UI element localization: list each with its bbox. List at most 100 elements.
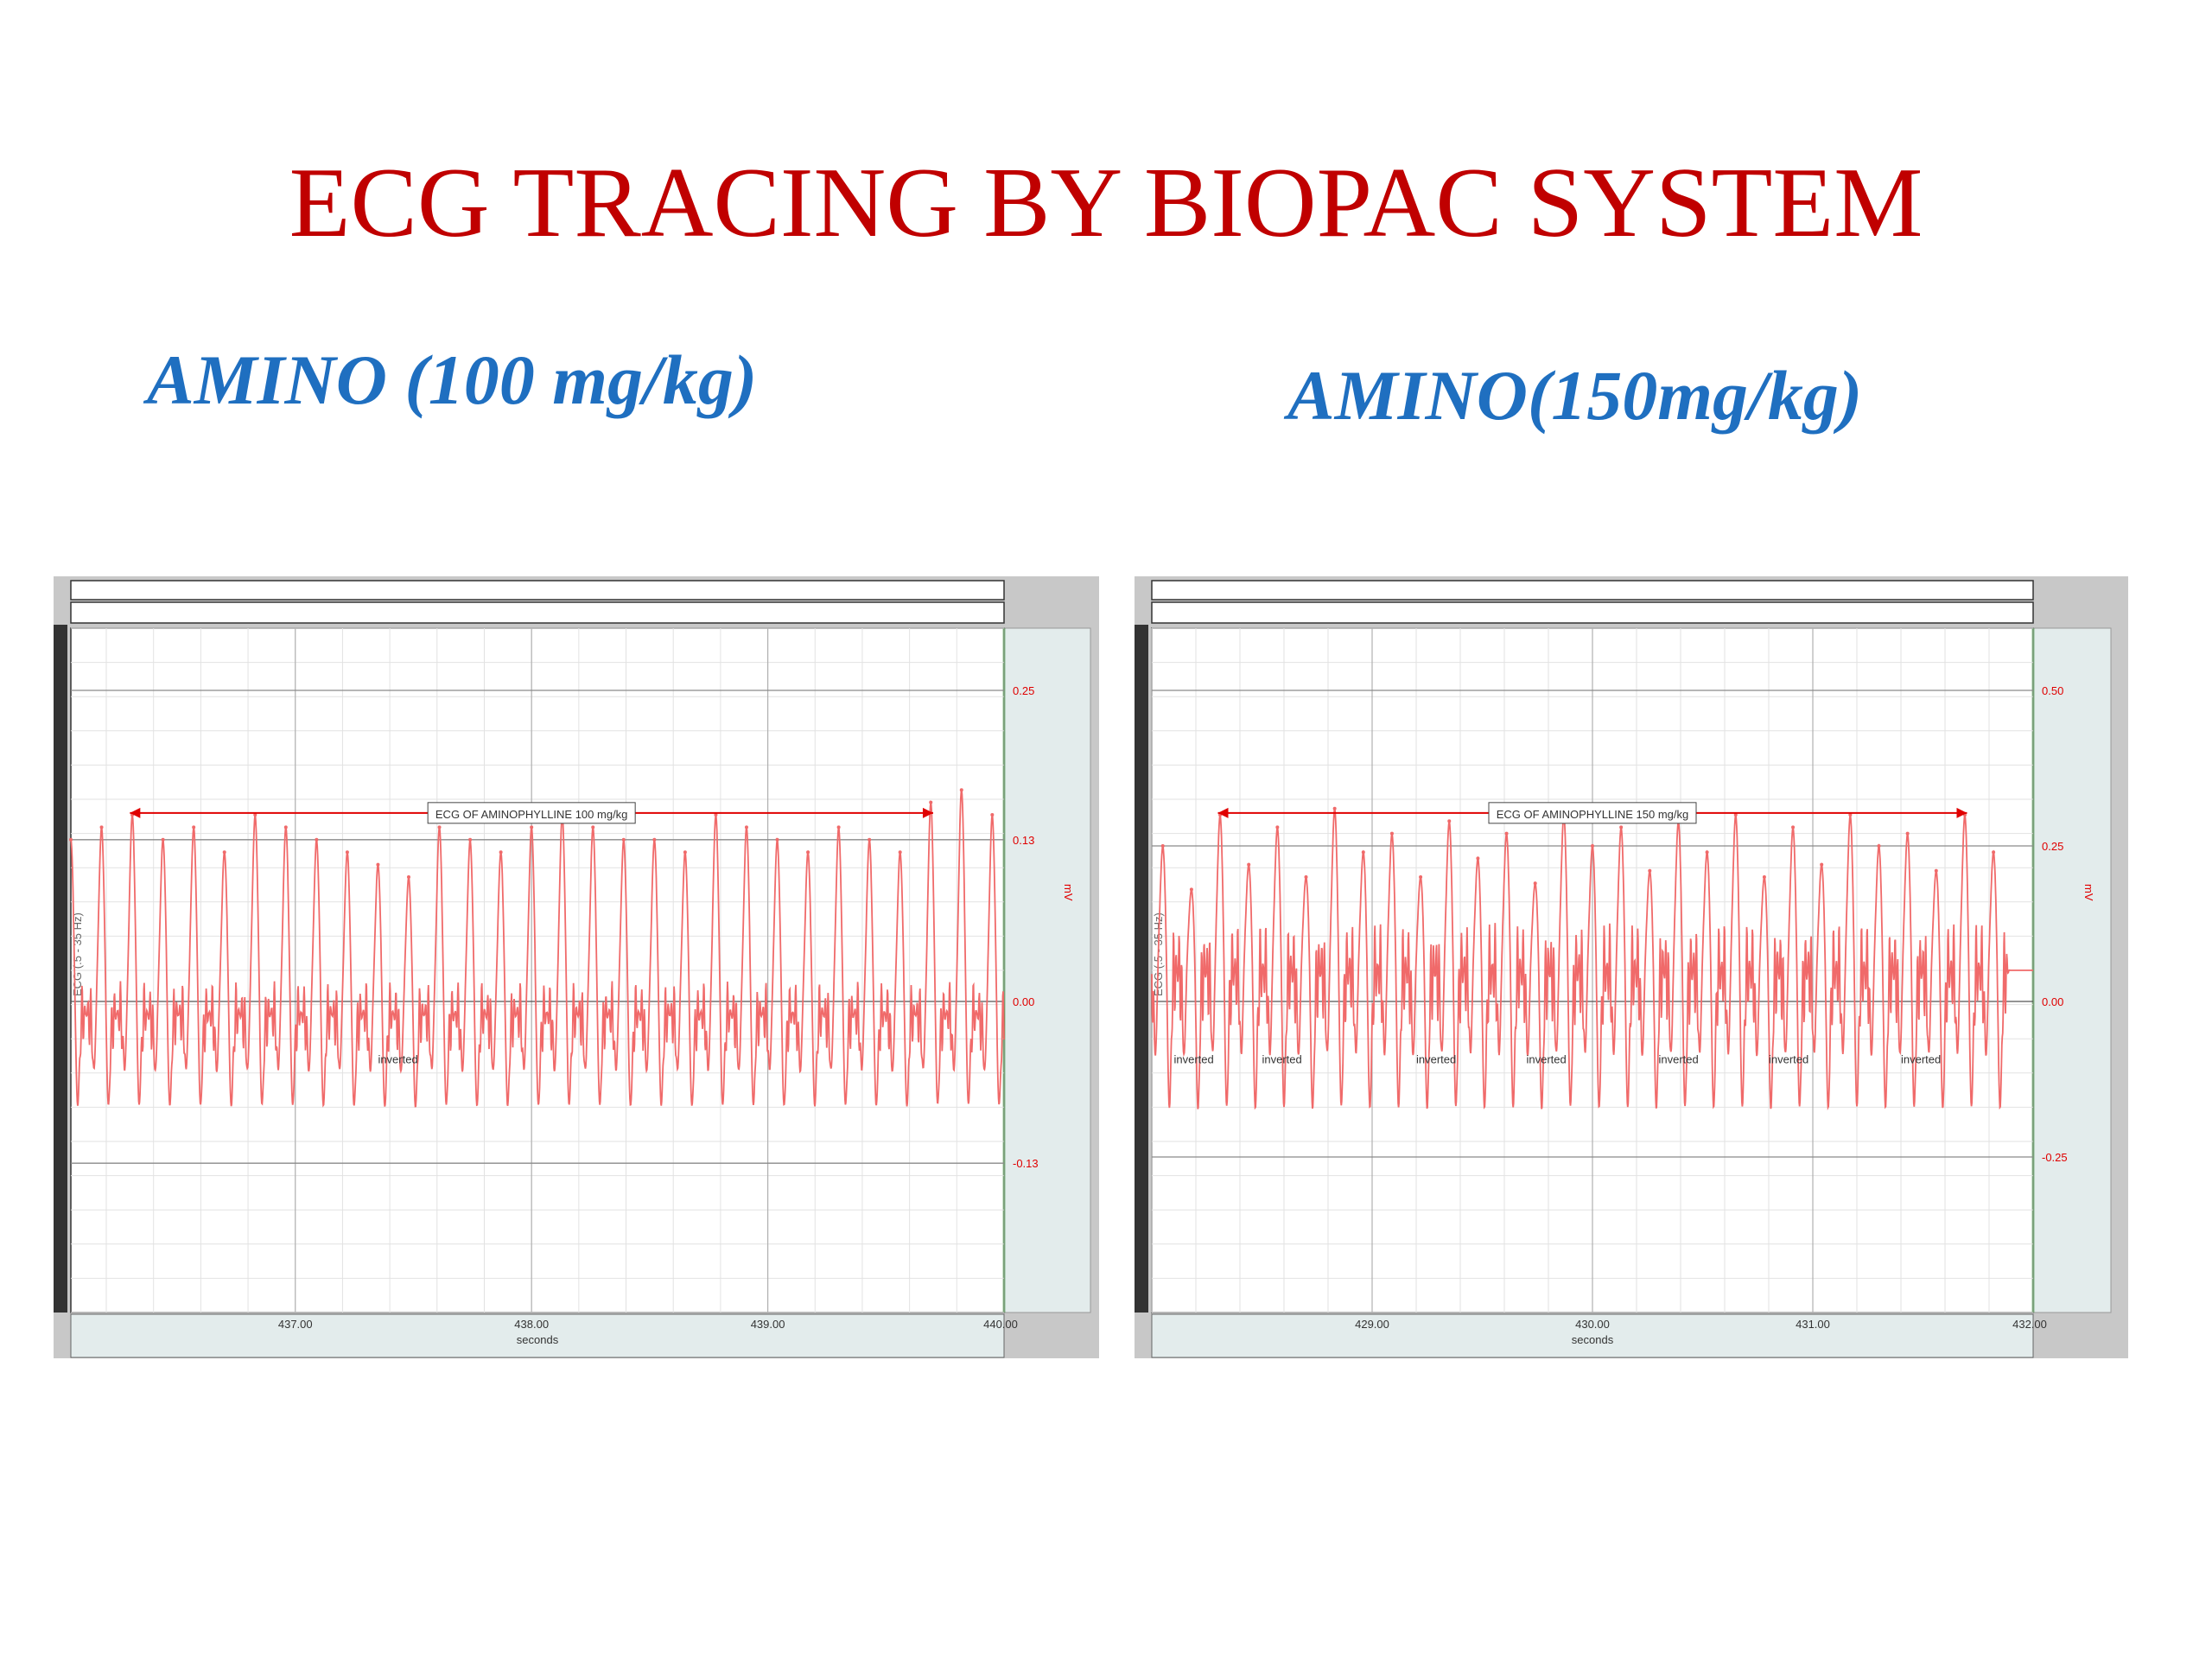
ecg-chart-panel-100: 437.00 438.00 439.00 440.00 seconds 0.25 0.13 0… (54, 576, 1099, 1358)
x-tick-label: 440.00 (983, 1318, 1018, 1331)
inverted-label: inverted (1527, 1052, 1567, 1065)
x-tick-label: 429.00 (1355, 1318, 1389, 1331)
r-peak-point (1247, 862, 1251, 867)
r-peak-point (1304, 875, 1308, 879)
r-peak-point (1820, 862, 1824, 867)
channel-bar (1135, 625, 1148, 1313)
r-peak-point (192, 825, 196, 830)
ecg-chart-100: 437.00 438.00 439.00 440.00 seconds 0.25 0.13 0… (54, 580, 1091, 1358)
y-tick-label: 0.00 (1013, 995, 1034, 1008)
arrow-right-icon (1956, 807, 1967, 818)
r-peak-point (868, 837, 872, 842)
scale-panel (2032, 627, 2112, 1313)
x-tick-label: 439.00 (751, 1318, 785, 1331)
r-peak-point (1591, 844, 1594, 848)
annotation-title-box (1488, 802, 1697, 824)
inverted-label: inverted (1901, 1052, 1941, 1065)
x-axis-label: seconds (1572, 1333, 1614, 1346)
r-peak-point (1419, 875, 1423, 879)
x-tick-label: 437.00 (278, 1318, 313, 1331)
y-axis-label: mV (2082, 884, 2095, 901)
r-peak-point (1504, 831, 1509, 836)
r-peak-point (315, 837, 319, 842)
r-peak-point (1361, 850, 1365, 855)
r-peak-point (437, 825, 442, 830)
y-tick-label: 0.25 (1013, 684, 1034, 697)
r-peak-point (621, 837, 626, 842)
r-peak-point (1275, 825, 1280, 830)
y-tick-label: -0.25 (2042, 1151, 2068, 1164)
header-strip (70, 601, 1005, 624)
r-peak-point (591, 825, 595, 830)
r-peak-point (406, 875, 410, 879)
r-peak-point (1332, 806, 1337, 810)
arrow-right-icon (922, 807, 933, 818)
r-peak-point (1705, 850, 1709, 855)
channel-bar (54, 625, 67, 1313)
r-peak-point (1533, 881, 1537, 886)
ecg-chart-150: 429.00 430.00 431.00 432.00 seconds 0.50 0.25 0… (1135, 580, 2112, 1358)
r-peak-point (161, 837, 165, 842)
r-peak-point (1619, 825, 1624, 830)
annotation-title-box (427, 802, 636, 824)
r-peak-point (959, 788, 963, 792)
r-peak-point (990, 813, 995, 817)
r-peak-point (1877, 844, 1881, 848)
r-peak-point (1733, 813, 1738, 817)
arrow-left-icon (130, 807, 141, 818)
subtitle-amino-100: AMINO (100 mg/kg) (147, 340, 758, 419)
r-peak-point (222, 850, 226, 855)
y-axis-label: mV (1062, 884, 1075, 901)
chart-title: ECG OF AMINOPHYLLINE 150 mg/kg (1497, 808, 1689, 821)
inverted-label: inverted (1659, 1052, 1699, 1065)
r-peak-point (714, 813, 718, 817)
r-peak-point (652, 837, 657, 842)
time-axis-strip (1151, 1313, 2034, 1358)
r-peak-point (929, 800, 933, 804)
r-peak-point (253, 813, 257, 817)
r-peak-point (836, 825, 841, 830)
r-peak-point (99, 825, 104, 830)
r-peak-point (69, 837, 73, 842)
y-tick-label: 0.50 (2042, 684, 2063, 697)
inverted-label: inverted (378, 1052, 417, 1065)
r-peak-point (1791, 825, 1796, 830)
x-axis-label: seconds (517, 1333, 559, 1346)
x-tick-label: 431.00 (1796, 1318, 1830, 1331)
inverted-label: inverted (1262, 1052, 1302, 1065)
header-strip (1151, 580, 2034, 601)
r-peak-point (898, 850, 902, 855)
r-peak-point (1762, 875, 1766, 879)
r-peak-point (1189, 887, 1193, 892)
y-tick-label: 0.13 (1013, 834, 1034, 847)
y-tick-label: 0.00 (2042, 995, 2063, 1008)
page-title: ECG TRACING BY BIOPAC SYSTEM (289, 148, 1923, 258)
inverted-label: inverted (1416, 1052, 1456, 1065)
scale-panel (1003, 627, 1091, 1313)
header-strip (1151, 601, 2034, 624)
ecg-chart-panel-150: 429.00 430.00 431.00 432.00 seconds 0.50 0.25 0… (1135, 576, 2128, 1358)
x-tick-label: 432.00 (2012, 1318, 2047, 1331)
ecg-trace-line (70, 790, 1005, 1108)
y-tick-label: -0.13 (1013, 1157, 1039, 1170)
inverted-label: inverted (1769, 1052, 1808, 1065)
r-peak-point (744, 825, 748, 830)
r-peak-point (1447, 819, 1452, 823)
header-strip (70, 580, 1005, 601)
r-peak-point (1160, 844, 1165, 848)
r-peak-point (499, 850, 503, 855)
r-peak-point (1992, 850, 1996, 855)
r-peak-point (376, 862, 380, 867)
x-tick-label: 438.00 (514, 1318, 549, 1331)
r-peak-point (1934, 868, 1938, 873)
y-tick-label: 0.25 (2042, 840, 2063, 853)
subtitle-amino-150: AMINO(150mg/kg) (1287, 356, 1863, 435)
r-peak-point (1389, 831, 1394, 836)
r-peak-point (806, 850, 810, 855)
r-peak-point (530, 825, 534, 830)
r-peak-point (468, 837, 473, 842)
r-peak-point (283, 825, 288, 830)
time-axis-strip (70, 1313, 1005, 1358)
r-peak-point (1648, 868, 1652, 873)
channel-label: ECG (.5 - 35 Hz) (71, 912, 84, 996)
